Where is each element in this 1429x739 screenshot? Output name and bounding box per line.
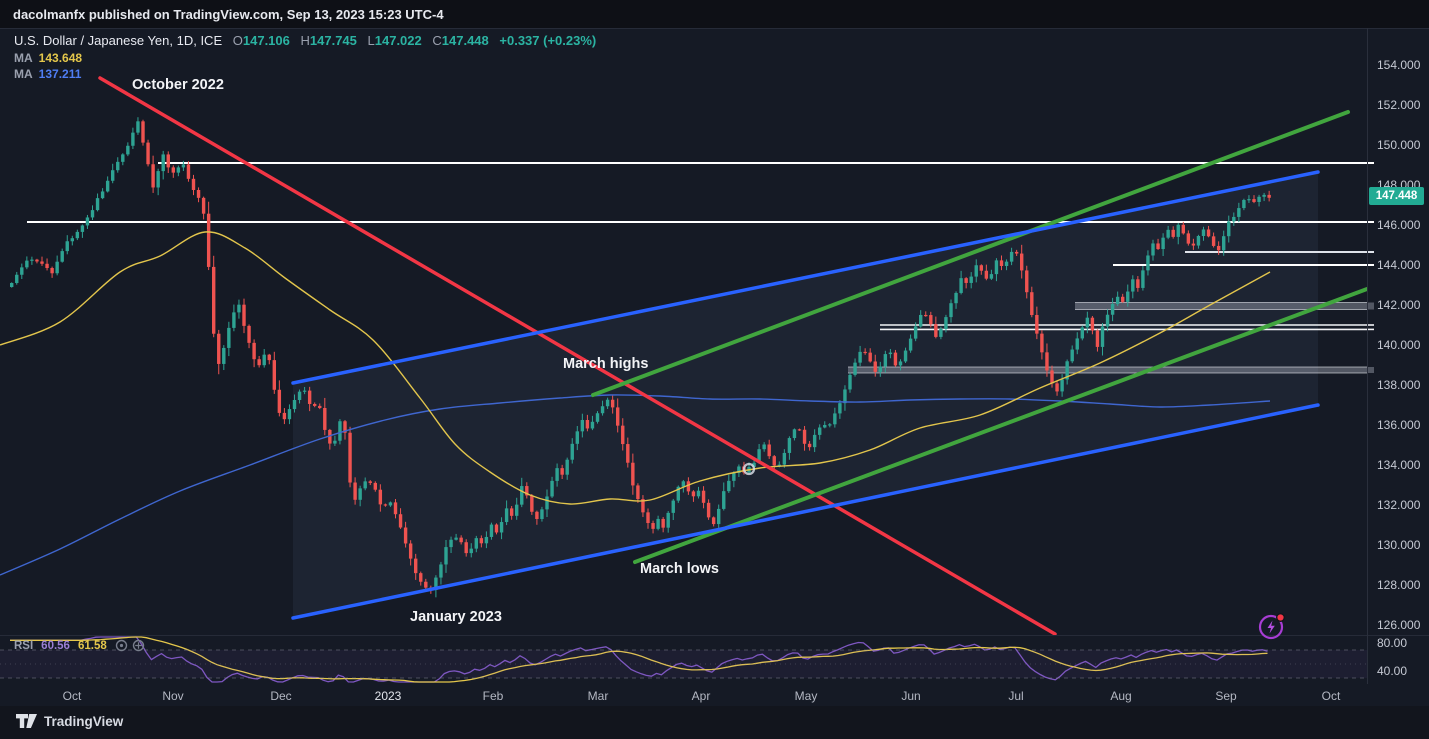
rsi-smooth-value: 61.58 bbox=[77, 639, 107, 652]
close-label: C bbox=[432, 33, 442, 48]
price-axis-label-140[interactable]: 140.000 bbox=[1377, 338, 1421, 352]
uptrend-green-lower[interactable] bbox=[633, 287, 1367, 564]
price-axis-label-134[interactable]: 134.000 bbox=[1377, 458, 1421, 472]
rsi-value: 60.56 bbox=[41, 639, 70, 652]
low-label: L bbox=[367, 33, 375, 48]
separator-top bbox=[0, 28, 1429, 29]
time-axis-label-2023[interactable]: 2023 bbox=[374, 689, 402, 703]
high-value: 147.745 bbox=[309, 33, 357, 48]
ma-fast-value: 143.648 bbox=[38, 51, 83, 65]
open-value: 147.106 bbox=[242, 33, 290, 48]
time-axis-label-Dec[interactable]: Dec bbox=[270, 689, 292, 703]
rsi-line bbox=[10, 636, 1268, 683]
rsi-band bbox=[0, 650, 1367, 678]
time-axis-label-Oct[interactable]: Oct bbox=[1321, 689, 1341, 703]
close-value: 147.448 bbox=[441, 33, 489, 48]
price-axis-label-126[interactable]: 126.000 bbox=[1377, 618, 1421, 632]
rsi-visibility-icon[interactable] bbox=[115, 639, 128, 652]
channel-blue-lower[interactable] bbox=[291, 403, 1320, 620]
uptrend-green-upper[interactable] bbox=[591, 110, 1350, 397]
tradingview-logo[interactable]: TradingView bbox=[16, 714, 123, 729]
annotation-march-highs: March highs bbox=[563, 356, 649, 372]
rsi-label: RSI bbox=[14, 639, 34, 652]
axis-ticks bbox=[1367, 162, 1374, 373]
attribution-text: dacolmanfx published on TradingView.com,… bbox=[13, 7, 444, 22]
time-axis-label-May[interactable]: May bbox=[794, 689, 818, 703]
ma-fast-legend[interactable]: MA 143.648 bbox=[14, 51, 82, 65]
separator-rsi-pane[interactable] bbox=[0, 635, 1429, 636]
level-band-4 bbox=[1075, 302, 1367, 310]
price-axis-label-130[interactable]: 130.000 bbox=[1377, 538, 1421, 552]
last-price-label: 147.448 bbox=[1369, 187, 1424, 206]
time-axis-label-Jul[interactable]: Jul bbox=[1008, 689, 1024, 703]
channel-fill bbox=[293, 172, 1318, 618]
time-axis-label-Sep[interactable]: Sep bbox=[1215, 689, 1237, 703]
time-axis-label-Nov[interactable]: Nov bbox=[162, 689, 184, 703]
time-axis-label-Oct[interactable]: Oct bbox=[62, 689, 82, 703]
price-axis-label-150[interactable]: 150.000 bbox=[1377, 138, 1421, 152]
price-axis-label-152[interactable]: 152.000 bbox=[1377, 98, 1421, 112]
annotation-october-2022: October 2022 bbox=[132, 77, 224, 93]
time-axis-label-Jun[interactable]: Jun bbox=[901, 689, 921, 703]
price-axis-label-154[interactable]: 154.000 bbox=[1377, 58, 1421, 72]
rsi-legend[interactable]: RSI 60.56 61.58 bbox=[14, 639, 145, 652]
time-axis-label-Apr[interactable]: Apr bbox=[691, 689, 711, 703]
price-axis-label-138[interactable]: 138.000 bbox=[1377, 378, 1421, 392]
price-axis-label-146[interactable]: 146.000 bbox=[1377, 218, 1421, 232]
change-value: +0.337 (+0.23%) bbox=[499, 33, 597, 48]
separator-price-axis bbox=[1367, 28, 1368, 706]
price-axis-label-142[interactable]: 142.000 bbox=[1377, 298, 1421, 312]
tradingview-logo-icon bbox=[16, 714, 37, 728]
ma-slow-line bbox=[0, 394, 1271, 576]
price-axis-label-144[interactable]: 144.000 bbox=[1377, 258, 1421, 272]
symbol-title[interactable]: U.S. Dollar / Japanese Yen, 1D, ICE bbox=[14, 33, 223, 48]
annotation-march-lows: March lows bbox=[640, 561, 719, 577]
rsi-smooth-line bbox=[10, 636, 1268, 683]
low-value: 147.022 bbox=[374, 33, 422, 48]
ma-slow-label: MA bbox=[14, 67, 33, 81]
ma-slow-value: 137.211 bbox=[38, 67, 82, 81]
rsi-axis-label-40[interactable]: 40.00 bbox=[1377, 664, 1408, 678]
time-axis[interactable] bbox=[0, 684, 1429, 706]
open-label: O bbox=[232, 33, 243, 48]
time-axis-label-Mar[interactable]: Mar bbox=[587, 689, 609, 703]
level-band-7 bbox=[848, 367, 1367, 373]
rsi-pane[interactable] bbox=[10, 636, 1268, 683]
annotation-january-2023: January 2023 bbox=[410, 609, 502, 625]
price-pane[interactable] bbox=[0, 76, 1374, 635]
ma-fast-label: MA bbox=[14, 51, 33, 65]
ma-fast-line bbox=[0, 231, 1271, 505]
attribution-bar: dacolmanfx published on TradingView.com,… bbox=[0, 0, 1429, 28]
ring-marker bbox=[742, 462, 756, 476]
downtrend-red[interactable] bbox=[98, 76, 1057, 635]
rsi-axis-label-80[interactable]: 80.00 bbox=[1377, 636, 1408, 650]
rsi-settings-icon[interactable] bbox=[132, 639, 145, 652]
time-axis-label-Feb[interactable]: Feb bbox=[482, 689, 504, 703]
price-axis-label-136[interactable]: 136.000 bbox=[1377, 418, 1421, 432]
high-label: H bbox=[300, 33, 310, 48]
price-axis-label-128[interactable]: 128.000 bbox=[1377, 578, 1421, 592]
symbol-legend[interactable]: U.S. Dollar / Japanese Yen, 1D, ICE O147… bbox=[14, 33, 596, 48]
footer-bar bbox=[0, 706, 1429, 739]
time-axis-label-Aug[interactable]: Aug bbox=[1110, 689, 1132, 703]
price-axis-label-132[interactable]: 132.000 bbox=[1377, 498, 1421, 512]
channel-blue-upper[interactable] bbox=[291, 170, 1320, 385]
ma-slow-legend[interactable]: MA 137.211 bbox=[14, 67, 81, 81]
tradingview-logo-text: TradingView bbox=[44, 714, 124, 729]
lightning-reaction-icon[interactable] bbox=[1256, 611, 1290, 648]
